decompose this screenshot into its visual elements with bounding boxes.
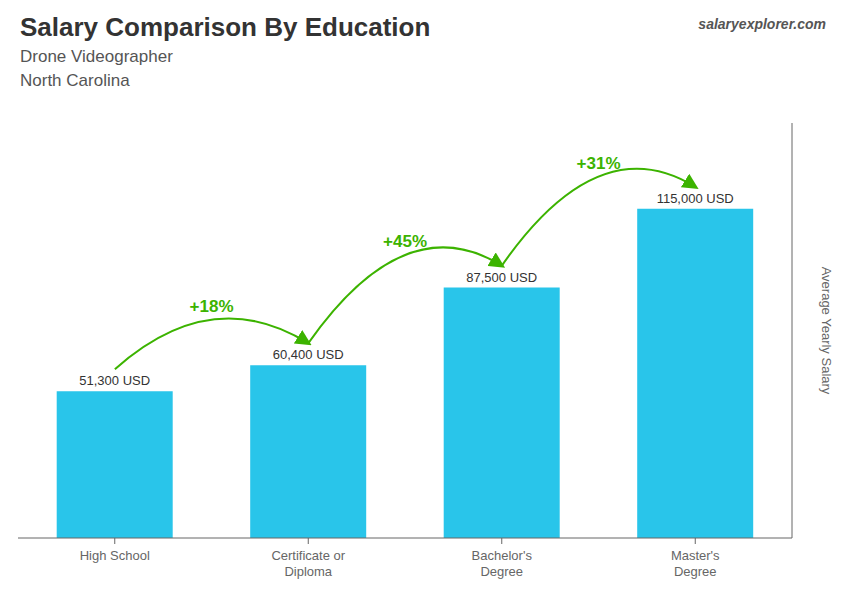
- html-text:North Carolina: North Carolina: [20, 71, 130, 90]
- svg-text:High School: High School: [80, 548, 150, 563]
- html-text:Salary Comparison By Education: Salary Comparison By Education: [20, 12, 431, 42]
- svg-text:Average Yearly Salary: Average Yearly Salary: [819, 267, 834, 395]
- svg-text:Master'sDegree: Master'sDegree: [671, 548, 720, 579]
- svg-text:+45%: +45%: [383, 232, 427, 251]
- svg-text:87,500 USD: 87,500 USD: [466, 270, 537, 285]
- svg-text:51,300 USD: 51,300 USD: [79, 373, 150, 388]
- svg-text:+18%: +18%: [190, 297, 234, 316]
- svg-text:+31%: +31%: [577, 154, 621, 173]
- svg-text:60,400 USD: 60,400 USD: [273, 347, 344, 362]
- svg-text:Bachelor'sDegree: Bachelor'sDegree: [472, 548, 533, 579]
- html-text:Drone Videographer: Drone Videographer: [20, 47, 173, 66]
- html-text:salaryexplorer.com: salaryexplorer.com: [698, 16, 826, 32]
- svg-text:Certificate orDiploma: Certificate orDiploma: [271, 548, 345, 579]
- svg-text:115,000 USD: 115,000 USD: [657, 191, 734, 206]
